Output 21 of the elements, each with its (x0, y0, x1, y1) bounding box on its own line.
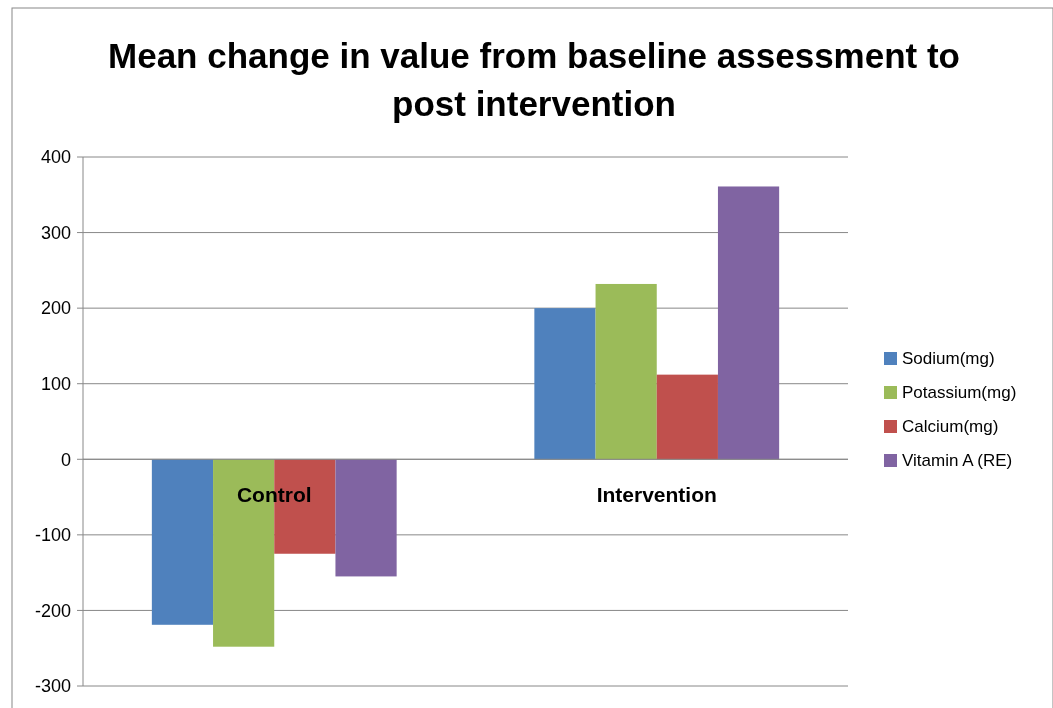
bar (335, 459, 397, 577)
y-tick-label: -200 (34, 600, 71, 621)
y-tick-label: 300 (40, 222, 71, 243)
bar (534, 308, 596, 460)
x-tick-label: Intervention (596, 483, 717, 507)
y-tick-label: 100 (40, 374, 71, 395)
y-tick-label: -100 (34, 525, 71, 546)
bar (717, 186, 780, 460)
legend-label: Calcium(mg) (902, 416, 999, 436)
legend-label: Sodium(mg) (902, 348, 995, 368)
bar (595, 283, 657, 460)
y-tick-label: 0 (60, 449, 71, 470)
y-tick-label: 200 (40, 298, 71, 319)
x-tick-label: Control (236, 483, 312, 507)
y-tick-label: -300 (34, 676, 71, 697)
legend-label: Potassium(mg) (902, 382, 1017, 402)
bar (656, 374, 718, 460)
legend-label: Vitamin A (RE) (902, 450, 1013, 470)
y-tick-label: 400 (40, 147, 71, 168)
bar (151, 459, 214, 625)
chart-title: Mean change in value from baseline assessment to post intervention (108, 36, 960, 123)
